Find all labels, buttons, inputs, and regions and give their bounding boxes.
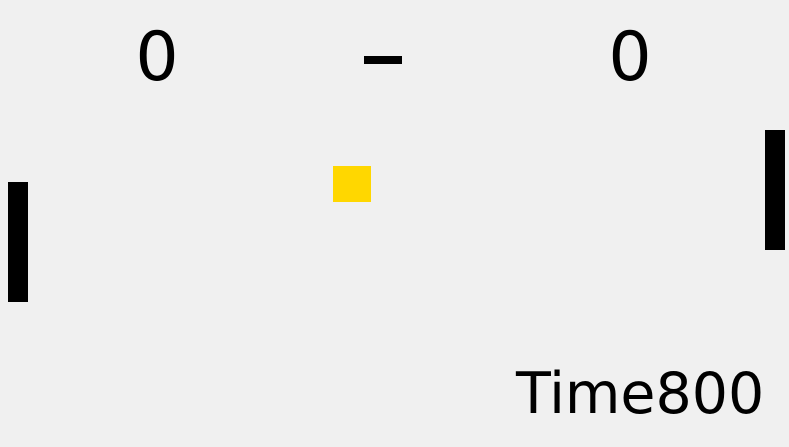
left-paddle[interactable] — [8, 182, 28, 302]
ball — [333, 166, 371, 202]
left-player-score: 0 — [135, 18, 179, 97]
right-paddle[interactable] — [765, 130, 785, 250]
score-separator — [364, 56, 402, 64]
right-player-score: 0 — [608, 18, 652, 97]
timer-label: Time — [516, 361, 656, 427]
timer-value: 800 — [655, 361, 765, 427]
timer-display: Time800 — [516, 366, 764, 423]
